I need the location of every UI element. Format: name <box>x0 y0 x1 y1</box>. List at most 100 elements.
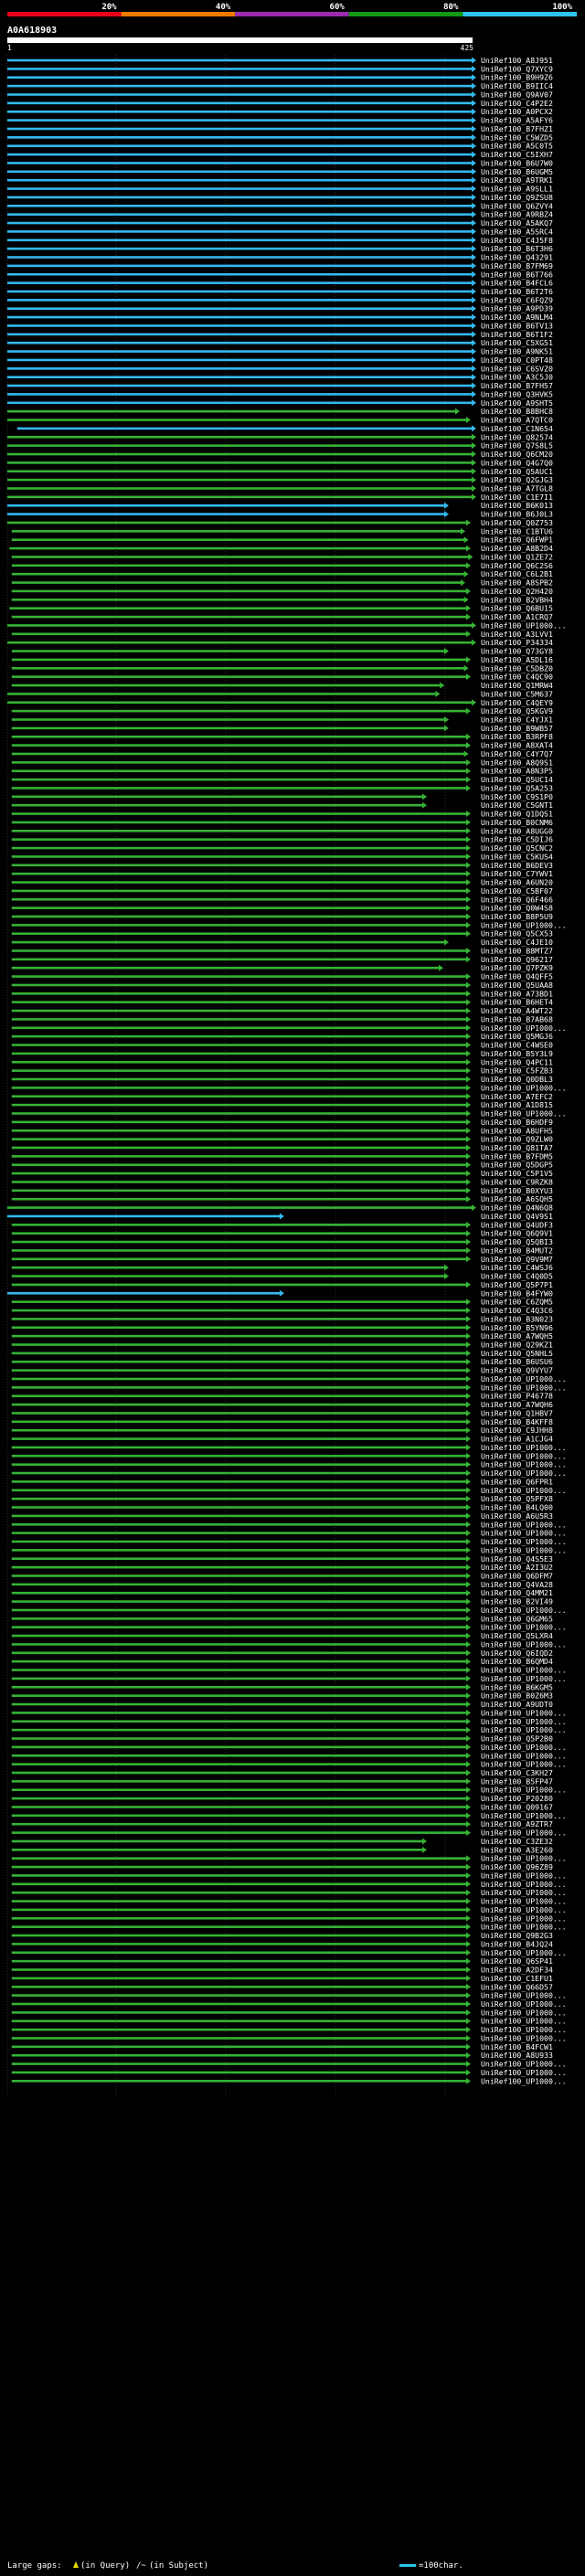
hit-label[interactable]: UniRef100_UP1000... <box>481 1991 567 2000</box>
hit-label[interactable]: UniRef100_UP1000... <box>481 1666 567 1675</box>
hit-label[interactable]: UniRef100_Q0Z753 <box>481 518 553 527</box>
hit-label[interactable]: UniRef100_Q43291 <box>481 253 553 262</box>
hit-bar[interactable] <box>11 1959 467 1963</box>
hit-label[interactable]: UniRef100_Q1ZE72 <box>481 552 553 561</box>
hit-label[interactable]: UniRef100_A7WQH5 <box>481 1331 553 1341</box>
hit-label[interactable]: UniRef100_Q29KZ1 <box>481 1341 553 1350</box>
hit-bar[interactable] <box>11 1034 467 1038</box>
hit-bar[interactable] <box>11 1891 467 1894</box>
hit-bar[interactable] <box>7 495 473 499</box>
hit-bar[interactable] <box>11 1087 467 1089</box>
hit-label[interactable]: UniRef100_C6SVZ0 <box>481 364 553 373</box>
hit-bar[interactable] <box>11 1001 467 1003</box>
hit-bar[interactable] <box>7 76 473 80</box>
hit-label[interactable]: UniRef100_UP1000... <box>481 1948 567 1957</box>
hit-label[interactable]: UniRef100_UP1000... <box>481 1829 567 1838</box>
hit-label[interactable]: UniRef100_Q0DBL3 <box>481 1075 553 1084</box>
hit-bar[interactable] <box>7 1214 281 1218</box>
hit-label[interactable]: UniRef100_B3RPF8 <box>481 732 553 741</box>
hit-label[interactable]: UniRef100_Q5CNC2 <box>481 843 553 853</box>
hit-bar[interactable] <box>11 1446 467 1449</box>
hit-bar[interactable] <box>7 333 473 336</box>
hit-label[interactable]: UniRef100_Q5UC14 <box>481 775 553 784</box>
hit-label[interactable]: UniRef100_A6UN20 <box>481 878 553 887</box>
hit-label[interactable]: UniRef100_UP1000... <box>481 1460 567 1469</box>
hit-label[interactable]: UniRef100_A3C5J0 <box>481 373 553 382</box>
hit-label[interactable]: UniRef100_UP1000... <box>481 1743 567 1752</box>
hit-label[interactable]: UniRef100_A9NK51 <box>481 347 553 356</box>
hit-bar[interactable] <box>7 247 473 250</box>
hit-label[interactable]: UniRef100_C5BF07 <box>481 886 553 896</box>
hit-label[interactable]: UniRef100_Q6ZVY4 <box>481 201 553 210</box>
hit-label[interactable]: UniRef100_A1CRQ7 <box>481 612 553 621</box>
hit-bar[interactable] <box>7 230 473 233</box>
hit-label[interactable]: UniRef100_UP1000... <box>481 2033 567 2042</box>
hit-label[interactable]: UniRef100_A9RBZ4 <box>481 210 553 219</box>
hit-label[interactable]: UniRef100_A8UFH5 <box>481 1126 553 1135</box>
hit-label[interactable]: UniRef100_Q5AUC1 <box>481 467 553 476</box>
hit-bar[interactable] <box>11 1822 467 1826</box>
hit-bar[interactable] <box>11 872 467 875</box>
hit-bar[interactable] <box>11 1617 467 1620</box>
hit-bar[interactable] <box>11 1951 467 1955</box>
hit-bar[interactable] <box>7 487 473 490</box>
hit-label[interactable]: UniRef100_B9H9Z6 <box>481 73 553 82</box>
hit-bar[interactable] <box>11 726 445 730</box>
hit-bar[interactable] <box>7 1206 473 1209</box>
hit-label[interactable]: UniRef100_A9ZTR7 <box>481 1819 553 1829</box>
hit-label[interactable]: UniRef100_B6TV13 <box>481 321 553 330</box>
hit-bar[interactable] <box>7 290 473 293</box>
hit-label[interactable]: UniRef100_UP1000... <box>481 1383 567 1392</box>
hit-bar[interactable] <box>7 315 473 319</box>
hit-bar[interactable] <box>11 846 467 850</box>
hit-label[interactable]: UniRef100_B4JQ24 <box>481 1939 553 1948</box>
hit-bar[interactable] <box>11 778 467 781</box>
hit-label[interactable]: UniRef100_Q4N6Q8 <box>481 1203 553 1213</box>
hit-label[interactable]: UniRef100_C4WSE0 <box>481 1041 553 1050</box>
hit-bar[interactable] <box>11 1968 467 1971</box>
hit-bar[interactable] <box>11 1608 467 1612</box>
hit-label[interactable]: UniRef100_A73BD1 <box>481 989 553 998</box>
hit-bar[interactable] <box>11 1249 467 1252</box>
hit-bar[interactable] <box>11 1745 467 1749</box>
hit-label[interactable]: UniRef100_Q4UDF3 <box>481 1220 553 1229</box>
hit-bar[interactable] <box>11 1129 467 1132</box>
hit-label[interactable]: UniRef100_C9S1P0 <box>481 792 553 801</box>
hit-label[interactable]: UniRef100_B7AB68 <box>481 1014 553 1023</box>
hit-label[interactable]: UniRef100_A7WQH6 <box>481 1400 553 1409</box>
hit-label[interactable]: UniRef100_B6QMD4 <box>481 1657 553 1666</box>
hit-bar[interactable] <box>7 58 473 62</box>
hit-label[interactable]: UniRef100_UP1000... <box>481 1708 567 1717</box>
hit-label[interactable]: UniRef100_Q6F466 <box>481 895 553 904</box>
hit-label[interactable]: UniRef100_B5Y3L9 <box>481 1049 553 1058</box>
hit-label[interactable]: UniRef100_C4WSJ6 <box>481 1263 553 1272</box>
hit-label[interactable]: UniRef100_Q6GM65 <box>481 1614 553 1623</box>
hit-bar[interactable] <box>11 1506 467 1509</box>
hit-label[interactable]: UniRef100_A3E260 <box>481 1845 553 1854</box>
hit-label[interactable]: UniRef100_C5XG51 <box>481 338 553 347</box>
hit-bar[interactable] <box>7 110 473 113</box>
hit-bar[interactable] <box>7 641 473 644</box>
hit-bar[interactable] <box>7 478 473 482</box>
hit-bar[interactable] <box>7 461 473 464</box>
hit-label[interactable]: UniRef100_Q4PC11 <box>481 1057 553 1066</box>
hit-label[interactable]: UniRef100_B6T766 <box>481 270 553 279</box>
hit-label[interactable]: UniRef100_UP1000... <box>481 2068 567 2077</box>
hit-bar[interactable] <box>11 752 465 756</box>
hit-bar[interactable] <box>11 1839 423 1843</box>
hit-label[interactable]: UniRef100_Q5DGP5 <box>481 1161 553 1170</box>
hit-label[interactable]: UniRef100_UP1000... <box>481 1451 567 1460</box>
hit-bar[interactable] <box>11 1985 467 1988</box>
hit-label[interactable]: UniRef100_B7FDM5 <box>481 1151 553 1161</box>
hit-bar[interactable] <box>7 119 473 122</box>
hit-bar[interactable] <box>11 1257 467 1261</box>
hit-label[interactable]: UniRef100_UP1000... <box>481 1923 567 1932</box>
hit-bar[interactable] <box>11 1677 467 1680</box>
hit-bar[interactable] <box>11 1977 467 1980</box>
hit-label[interactable]: UniRef100_B4LQ00 <box>481 1503 553 1512</box>
hit-label[interactable]: UniRef100_A8UGG0 <box>481 826 553 835</box>
hit-bar[interactable] <box>11 1557 467 1561</box>
hit-bar[interactable] <box>11 1369 467 1372</box>
hit-label[interactable]: UniRef100_B4FCL6 <box>481 279 553 288</box>
hit-bar[interactable] <box>11 1171 467 1175</box>
